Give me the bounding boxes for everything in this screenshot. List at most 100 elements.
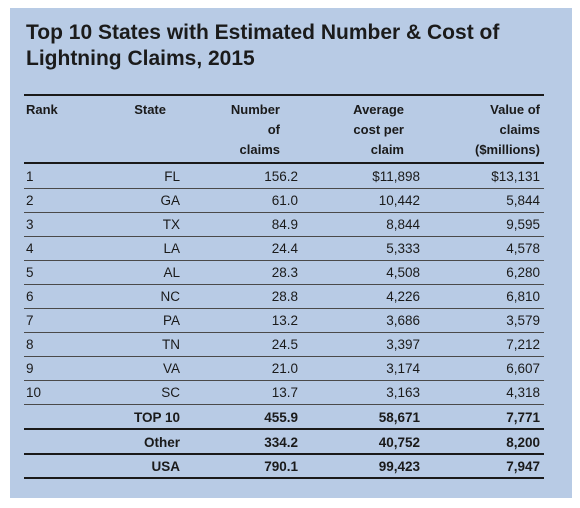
rank-cell: 2: [26, 193, 34, 208]
number-cell: 24.5: [271, 337, 298, 352]
value-cell: 4,578: [506, 241, 540, 256]
state-cell: VA: [162, 361, 180, 376]
row-divider: [24, 260, 544, 261]
average-cell: 3,174: [386, 361, 420, 376]
table-title: Top 10 States with Estimated Number & Co…: [26, 21, 500, 70]
state-cell: AL: [163, 265, 180, 280]
rank-cell: 10: [26, 385, 42, 400]
header-bottom-rule: [24, 162, 544, 164]
number-cell: 21.0: [271, 361, 298, 376]
average-cell: 10,442: [378, 193, 420, 208]
header-number-line2: of: [267, 122, 280, 137]
number-cell: 790.1: [264, 459, 298, 474]
number-cell: 28.8: [271, 289, 298, 304]
average-cell: 4,226: [386, 289, 420, 304]
row-divider: [24, 453, 544, 455]
number-cell: 334.2: [264, 435, 298, 450]
value-cell: 4,318: [506, 385, 540, 400]
totals-label: TOP 10: [133, 410, 180, 425]
number-cell: 455.9: [264, 410, 298, 425]
number-cell: 24.4: [271, 241, 298, 256]
average-cell: 5,333: [386, 241, 420, 256]
header-rank: Rank: [26, 102, 58, 117]
row-divider: [24, 332, 544, 333]
rank-cell: 9: [26, 361, 34, 376]
number-cell: 156.2: [264, 169, 298, 184]
state-cell: SC: [161, 385, 180, 400]
average-cell: 8,844: [386, 217, 420, 232]
row-divider: [24, 404, 544, 405]
table-row: 9 VA 21.0 3,174 6,607: [24, 357, 544, 381]
value-cell: 9,595: [506, 217, 540, 232]
table-row: 8 TN 24.5 3,397 7,212: [24, 333, 544, 357]
totals-row-top10: TOP 10 455.9 58,671 7,771: [24, 406, 544, 430]
header-number-line1: Number: [230, 102, 280, 117]
row-divider: [24, 380, 544, 381]
header-state: State: [134, 102, 166, 117]
average-cell: 58,671: [378, 410, 420, 425]
row-divider: [24, 428, 544, 430]
value-cell: 7,947: [506, 459, 540, 474]
value-cell: 8,200: [506, 435, 540, 450]
value-cell: $13,131: [491, 169, 540, 184]
row-divider: [24, 236, 544, 237]
rank-cell: 6: [26, 289, 34, 304]
header-average-line1: Average: [353, 102, 404, 117]
table-row: 6 NC 28.8 4,226 6,810: [24, 285, 544, 309]
number-cell: 28.3: [271, 265, 298, 280]
totals-row-other: Other 334.2 40,752 8,200: [24, 431, 544, 455]
number-cell: 61.0: [271, 193, 298, 208]
rank-cell: 7: [26, 313, 34, 328]
header-number-line3: claims: [239, 142, 280, 157]
value-cell: 5,844: [506, 193, 540, 208]
state-cell: GA: [160, 193, 180, 208]
value-cell: 6,607: [506, 361, 540, 376]
row-divider: [24, 284, 544, 285]
average-cell: 40,752: [378, 435, 420, 450]
rank-cell: 4: [26, 241, 34, 256]
number-cell: 13.2: [271, 313, 298, 328]
header-value-line3: ($millions): [474, 142, 540, 157]
row-divider: [24, 212, 544, 213]
rank-cell: 8: [26, 337, 34, 352]
row-divider: [24, 356, 544, 357]
average-cell: 3,163: [386, 385, 420, 400]
state-cell: FL: [164, 169, 180, 184]
lightning-claims-panel: Top 10 States with Estimated Number & Co…: [10, 8, 572, 498]
row-divider: [24, 477, 544, 479]
average-cell: 3,686: [386, 313, 420, 328]
average-cell: 99,423: [378, 459, 420, 474]
table-row: 4 LA 24.4 5,333 4,578: [24, 237, 544, 261]
table-row: 5 AL 28.3 4,508 6,280: [24, 261, 544, 285]
average-cell: 3,397: [386, 337, 420, 352]
header-average-line3: claim: [370, 142, 404, 157]
header-average-line2: cost per: [353, 122, 404, 137]
value-cell: 6,280: [506, 265, 540, 280]
header-top-rule: [24, 94, 544, 96]
table-row: 1 FL 156.2 $11,898 $13,131: [24, 165, 544, 189]
value-cell: 7,771: [506, 410, 540, 425]
average-cell: $11,898: [372, 169, 420, 184]
value-cell: 6,810: [506, 289, 540, 304]
row-divider: [24, 188, 544, 189]
number-cell: 13.7: [271, 385, 298, 400]
table-row: 3 TX 84.9 8,844 9,595: [24, 213, 544, 237]
header-value-line1: Value of: [490, 102, 540, 117]
number-cell: 84.9: [271, 217, 298, 232]
rank-cell: 3: [26, 217, 34, 232]
state-cell: NC: [160, 289, 181, 304]
average-cell: 4,508: [386, 265, 420, 280]
header-value-line2: claims: [499, 122, 540, 137]
state-cell: TX: [162, 217, 180, 232]
rank-cell: 5: [26, 265, 34, 280]
table-row: 10 SC 13.7 3,163 4,318: [24, 381, 544, 405]
totals-label: USA: [151, 459, 180, 474]
table-row: 7 PA 13.2 3,686 3,579: [24, 309, 544, 333]
value-cell: 7,212: [506, 337, 540, 352]
value-cell: 3,579: [506, 313, 540, 328]
table-row: 2 GA 61.0 10,442 5,844: [24, 189, 544, 213]
totals-label: Other: [143, 435, 180, 450]
state-cell: TN: [162, 337, 180, 352]
row-divider: [24, 308, 544, 309]
totals-row-usa: USA 790.1 99,423 7,947: [24, 455, 544, 479]
